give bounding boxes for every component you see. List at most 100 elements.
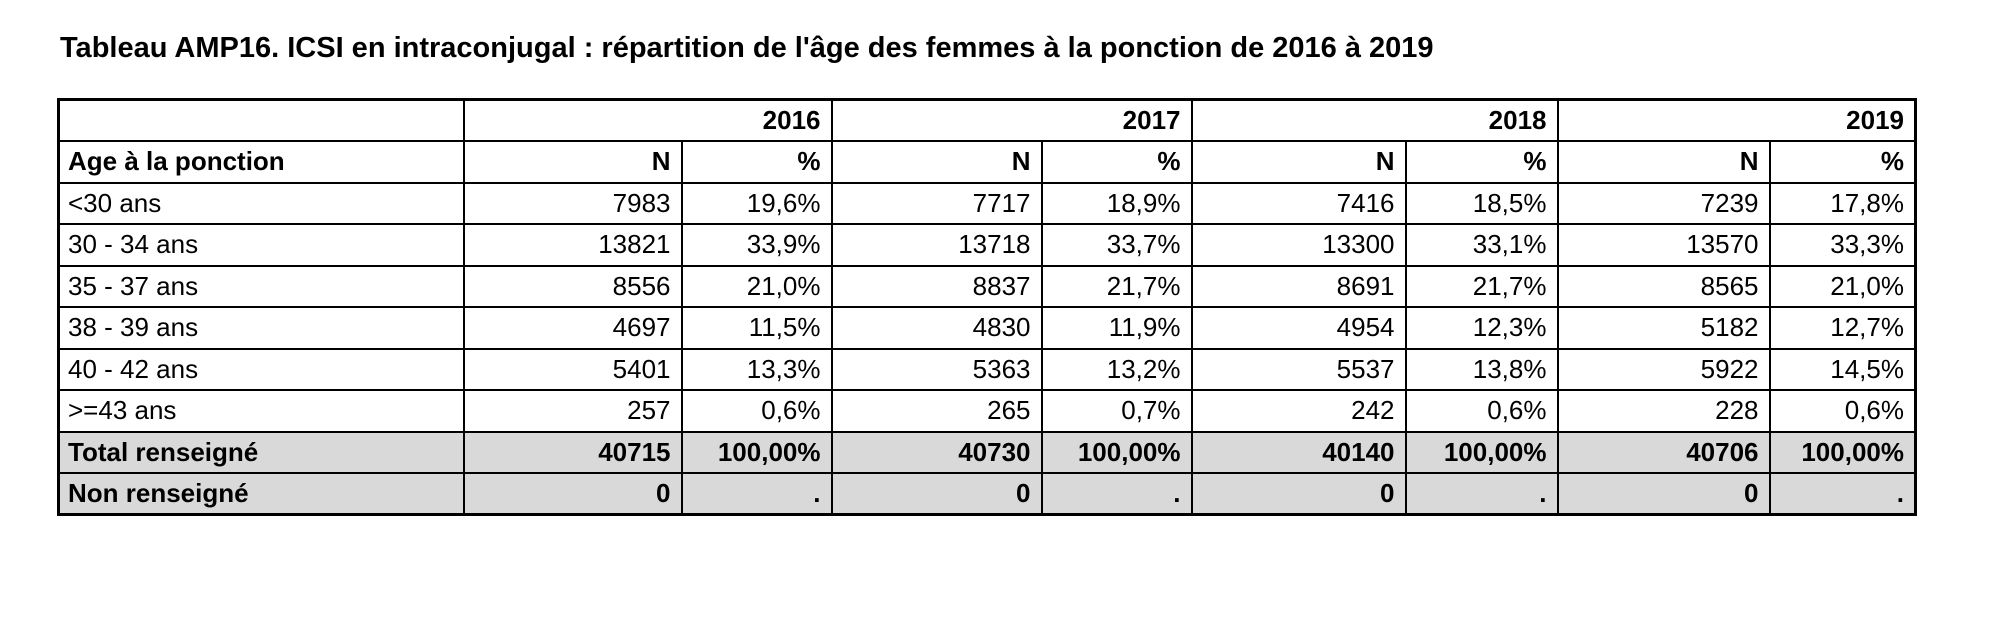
data-cell: 13300 (1190, 223, 1407, 267)
age-group-label: 30 - 34 ans (57, 223, 465, 267)
data-cell: 12,3% (1404, 306, 1559, 350)
table-row: 30 - 34 ans 13821 33,9% 13718 33,7% 13300 33,1… (57, 223, 1917, 267)
summary-cell: 40715 (462, 430, 683, 474)
col-header-pct-2018: % (1404, 140, 1559, 184)
table-row: >=43 ans 257 0,6% 265 0,7% 242 0,6% 228 0,6% (57, 389, 1917, 433)
data-cell: 8565 (1556, 264, 1771, 308)
year-header-row: 2016 2017 2018 2019 (57, 98, 1917, 142)
table-row: <30 ans 7983 19,6% 7717 18,9% 7416 18,5% 7239 17… (57, 181, 1917, 225)
table-row: 40 - 42 ans 5401 13,3% 5363 13,2% 5537 13,8% 59… (57, 347, 1917, 391)
col-header-n-2016: N (462, 140, 683, 184)
data-cell: 4954 (1190, 306, 1407, 350)
summary-cell: . (1404, 472, 1559, 516)
data-cell: 7239 (1556, 181, 1771, 225)
data-cell: 265 (830, 389, 1043, 433)
summary-label: Total renseigné (57, 430, 465, 474)
data-cell: 11,5% (680, 306, 833, 350)
data-cell: 5182 (1556, 306, 1771, 350)
data-cell: 5363 (830, 347, 1043, 391)
year-header-2018: 2018 (1190, 98, 1559, 142)
summary-row: Total renseigné 40715 100,00% 40730 100,00% 4… (57, 430, 1917, 474)
col-header-n-2017: N (830, 140, 1043, 184)
summary-cell: 0 (1556, 472, 1771, 516)
data-cell: 4697 (462, 306, 683, 350)
col-header-pct-2019: % (1768, 140, 1917, 184)
summary-cell: 100,00% (1040, 430, 1193, 474)
data-cell: 5401 (462, 347, 683, 391)
data-cell: 0,6% (1768, 389, 1917, 433)
summary-label: Non renseigné (57, 472, 465, 516)
data-cell: 8691 (1190, 264, 1407, 308)
data-cell: 21,0% (1768, 264, 1917, 308)
summary-cell: 40706 (1556, 430, 1771, 474)
table-body: <30 ans 7983 19,6% 7717 18,9% 7416 18,5% 7239 17… (57, 181, 1917, 516)
data-cell: 0,6% (680, 389, 833, 433)
data-cell: 0,6% (1404, 389, 1559, 433)
summary-cell: 100,00% (1768, 430, 1917, 474)
data-cell: 257 (462, 389, 683, 433)
table-row: 35 - 37 ans 8556 21,0% 8837 21,7% 8691 21,7% 85… (57, 264, 1917, 308)
age-group-label: >=43 ans (57, 389, 465, 433)
age-group-label: <30 ans (57, 181, 465, 225)
data-cell: 33,9% (680, 223, 833, 267)
col-header-pct-2016: % (680, 140, 833, 184)
data-cell: 18,9% (1040, 181, 1193, 225)
data-cell: 13,8% (1404, 347, 1559, 391)
data-cell: 8556 (462, 264, 683, 308)
data-cell: 7717 (830, 181, 1043, 225)
table-header: 2016 2017 2018 2019 Age à la ponction N% N% N%… (57, 98, 1917, 184)
data-cell: 13,3% (680, 347, 833, 391)
data-cell: 12,7% (1768, 306, 1917, 350)
data-cell: 21,7% (1040, 264, 1193, 308)
column-header-row: Age à la ponction N% N% N% N% (57, 140, 1917, 184)
summary-cell: 0 (462, 472, 683, 516)
data-cell: 13570 (1556, 223, 1771, 267)
col-header-n-2018: N (1190, 140, 1407, 184)
summary-cell: 40730 (830, 430, 1043, 474)
page-title: Tableau AMP16. ICSI en intraconjugal : r… (60, 32, 1434, 64)
age-group-label: 35 - 37 ans (57, 264, 465, 308)
data-cell: 13,2% (1040, 347, 1193, 391)
data-cell: 21,7% (1404, 264, 1559, 308)
summary-cell: 0 (830, 472, 1043, 516)
data-cell: 11,9% (1040, 306, 1193, 350)
data-cell: 242 (1190, 389, 1407, 433)
age-group-label: 38 - 39 ans (57, 306, 465, 350)
col-header-pct-2017: % (1040, 140, 1193, 184)
year-header-2017: 2017 (830, 98, 1193, 142)
col-header-n-2019: N (1556, 140, 1771, 184)
summary-row: Non renseigné 0. 0. 0. 0. (57, 472, 1917, 516)
age-group-label: 40 - 42 ans (57, 347, 465, 391)
data-cell: 5922 (1556, 347, 1771, 391)
data-cell: 0,7% (1040, 389, 1193, 433)
data-cell: 13821 (462, 223, 683, 267)
summary-cell: 100,00% (680, 430, 833, 474)
data-cell: 33,3% (1768, 223, 1917, 267)
summary-cell: 40140 (1190, 430, 1407, 474)
amp16-table: 2016 2017 2018 2019 Age à la ponction N% N% N%… (57, 98, 1917, 516)
data-cell: 4830 (830, 306, 1043, 350)
summary-cell: . (1768, 472, 1917, 516)
age-column-header: Age à la ponction (57, 140, 465, 184)
year-header-2016: 2016 (462, 98, 833, 142)
table-row: 38 - 39 ans 4697 11,5% 4830 11,9% 4954 12,3% 51… (57, 306, 1917, 350)
data-cell: 8837 (830, 264, 1043, 308)
data-cell: 33,7% (1040, 223, 1193, 267)
data-cell: 7983 (462, 181, 683, 225)
data-cell: 18,5% (1404, 181, 1559, 225)
data-cell: 33,1% (1404, 223, 1559, 267)
summary-cell: . (680, 472, 833, 516)
corner-cell (57, 98, 465, 142)
data-cell: 228 (1556, 389, 1771, 433)
data-cell: 14,5% (1768, 347, 1917, 391)
data-cell: 21,0% (680, 264, 833, 308)
data-cell: 13718 (830, 223, 1043, 267)
summary-cell: 0 (1190, 472, 1407, 516)
year-header-2019: 2019 (1556, 98, 1917, 142)
summary-cell: 100,00% (1404, 430, 1559, 474)
summary-cell: . (1040, 472, 1193, 516)
data-cell: 5537 (1190, 347, 1407, 391)
data-cell: 17,8% (1768, 181, 1917, 225)
data-cell: 7416 (1190, 181, 1407, 225)
